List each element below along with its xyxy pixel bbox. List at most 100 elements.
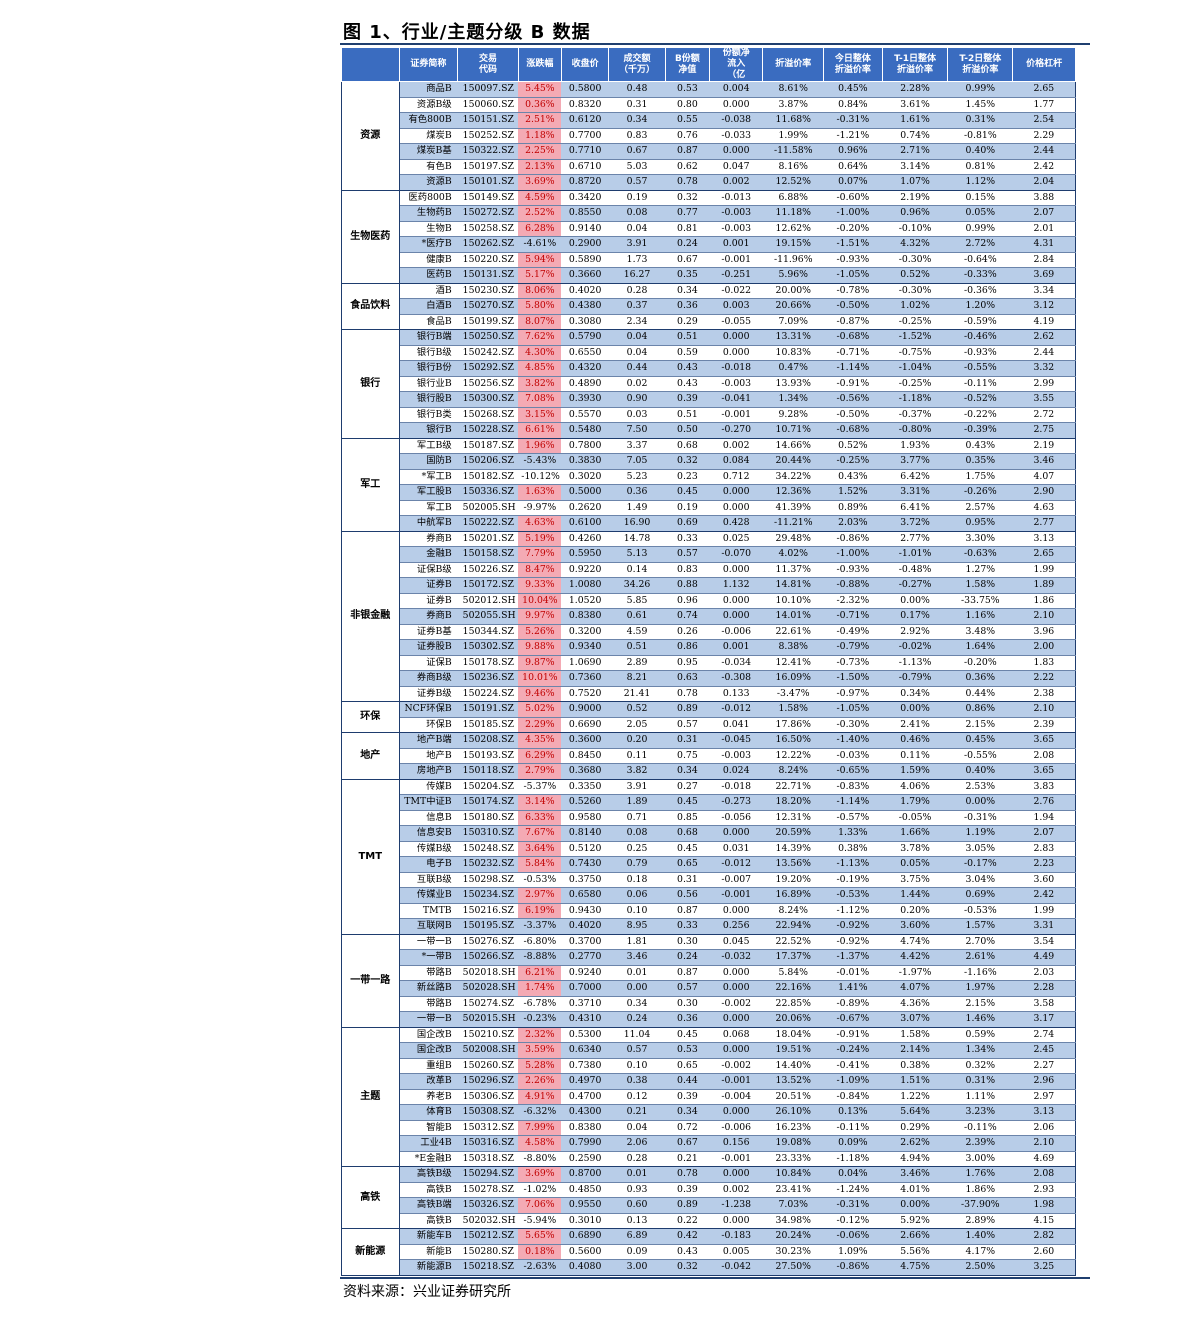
table-row: 一带一B 502015.SH -0.23% 0.4310 0.24 0.36 0.000 20…	[342, 1011, 1076, 1027]
fund-name: 带路B	[399, 995, 458, 1012]
close-price: 0.8720	[561, 174, 609, 190]
fund-name: 生物B	[399, 220, 458, 237]
price-leverage: 2.00	[1012, 639, 1076, 655]
premium-rate: 19.08%	[762, 1135, 824, 1151]
premium-rate: 8.24%	[762, 763, 824, 779]
fund-code: 150260.SZ	[457, 1057, 519, 1074]
fund-name: 证券B	[399, 592, 458, 609]
b-nav: 0.87	[665, 143, 710, 159]
fund-name: 地产B端	[399, 732, 458, 748]
group-label: TMT	[341, 778, 400, 935]
t2-premium: -33.75%	[947, 592, 1013, 609]
premium-rate: 16.50%	[762, 732, 824, 748]
table-row: 环保B 150185.SZ 2.29% 0.6690 2.05 0.57 0.041 17.8…	[342, 716, 1076, 733]
change-pct: -3.37%	[518, 918, 562, 934]
today-premium: -0.56%	[823, 391, 883, 407]
t1-premium: 3.14%	[882, 158, 948, 175]
today-premium: -0.83%	[823, 778, 883, 795]
table-row: 环保 NCF环保B 150191.SZ 5.02% 0.9000 0.52 0.89 -0.0…	[341, 701, 1076, 733]
close-price: 0.9220	[561, 561, 609, 578]
premium-rate: -11.58%	[762, 143, 824, 159]
today-premium: 1.52%	[823, 484, 883, 500]
fund-name: 互联B级	[399, 871, 458, 888]
close-price: 0.3700	[561, 933, 609, 950]
change-pct: 3.69%	[518, 174, 562, 190]
today-premium: 0.38%	[823, 840, 883, 857]
t2-premium: 1.20%	[947, 298, 1013, 314]
close-price: 0.7430	[561, 856, 609, 872]
table-row: 银行B类 150268.SZ 3.15% 0.5570 0.03 0.51 -0.001 9.…	[342, 406, 1076, 423]
table-row: 改革B 150296.SZ 2.26% 0.4970 0.38 0.44 -0.001 13.…	[342, 1073, 1076, 1089]
turnover: 0.37	[608, 298, 666, 314]
premium-rate: 8.24%	[762, 902, 824, 919]
b-nav: 0.67	[665, 1135, 710, 1151]
t2-premium: -0.53%	[947, 902, 1013, 919]
change-pct: 7.62%	[518, 329, 562, 345]
close-price: 1.0080	[561, 577, 609, 593]
t2-premium: 1.34%	[947, 1042, 1013, 1058]
t1-premium: 6.42%	[882, 468, 948, 485]
close-price: 0.5570	[561, 406, 609, 423]
fund-code: 150182.SZ	[457, 468, 519, 485]
today-premium: -1.05%	[823, 701, 883, 717]
turnover: 0.04	[608, 220, 666, 237]
t1-premium: -0.48%	[882, 561, 948, 578]
net-inflow: -0.038	[709, 112, 763, 128]
t1-premium: 1.61%	[882, 112, 948, 128]
t1-premium: 1.66%	[882, 825, 948, 841]
close-price: 0.6690	[561, 716, 609, 733]
t2-premium: 1.46%	[947, 1011, 1013, 1027]
fund-code: 150226.SZ	[457, 561, 519, 578]
group-label: 非银金融	[341, 530, 400, 702]
b-nav: 0.53	[665, 1042, 710, 1058]
t1-premium: -0.02%	[882, 639, 948, 655]
t2-premium: 2.89%	[947, 1212, 1013, 1229]
today-premium: -0.31%	[823, 1197, 883, 1213]
close-price: 0.6100	[561, 515, 609, 531]
close-price: 0.6890	[561, 1228, 609, 1244]
fund-code: 150228.SZ	[457, 422, 519, 438]
turnover: 0.79	[608, 856, 666, 872]
close-price: 0.6120	[561, 112, 609, 128]
close-price: 0.5260	[561, 794, 609, 810]
premium-rate: 41.39%	[762, 499, 824, 516]
fund-name: *医疗B	[399, 236, 458, 252]
turnover: 16.90	[608, 515, 666, 531]
t2-premium: -0.33%	[947, 267, 1013, 283]
column-header-11: T-2日整体 折溢价率	[947, 47, 1014, 82]
net-inflow: 0.068	[709, 1026, 763, 1043]
t2-premium: 1.27%	[947, 561, 1013, 578]
net-inflow: 0.000	[709, 964, 763, 981]
price-leverage: 1.77	[1012, 96, 1076, 113]
turnover: 0.12	[608, 1088, 666, 1105]
turnover: 0.57	[608, 174, 666, 190]
t1-premium: 3.78%	[882, 840, 948, 857]
today-premium: -0.65%	[823, 763, 883, 779]
top-rule	[340, 43, 1090, 45]
t1-premium: 3.46%	[882, 1166, 948, 1182]
turnover: 0.19	[608, 189, 666, 206]
table-row: 资源B 150101.SZ 3.69% 0.8720 0.57 0.78 0.002 12.5…	[342, 174, 1076, 190]
b-nav: 0.36	[665, 298, 710, 314]
price-leverage: 1.83	[1012, 654, 1076, 671]
t1-premium: 0.74%	[882, 127, 948, 144]
change-pct: -0.23%	[518, 1011, 562, 1027]
t1-premium: 5.64%	[882, 1104, 948, 1120]
fund-code: 150250.SZ	[457, 329, 519, 345]
b-nav: 0.45	[665, 1026, 710, 1043]
change-pct: 7.06%	[518, 1197, 562, 1213]
b-nav: 0.85	[665, 809, 710, 826]
change-pct: 6.61%	[518, 422, 562, 438]
b-nav: 0.33	[665, 918, 710, 934]
t2-premium: 0.95%	[947, 515, 1013, 531]
premium-rate: 19.51%	[762, 1042, 824, 1058]
price-leverage: 3.13	[1012, 530, 1076, 547]
table-row: 地产 地产B端 150208.SZ 4.35% 0.3600 0.20 0.31 -0.045…	[341, 732, 1076, 780]
t2-premium: 1.97%	[947, 980, 1013, 996]
premium-rate: 20.00%	[762, 282, 824, 299]
change-pct: 8.07%	[518, 313, 562, 330]
fund-code: 150316.SZ	[457, 1135, 519, 1151]
price-leverage: 2.54	[1012, 112, 1076, 128]
b-nav: 0.32	[665, 453, 710, 469]
b-nav: 0.95	[665, 654, 710, 671]
